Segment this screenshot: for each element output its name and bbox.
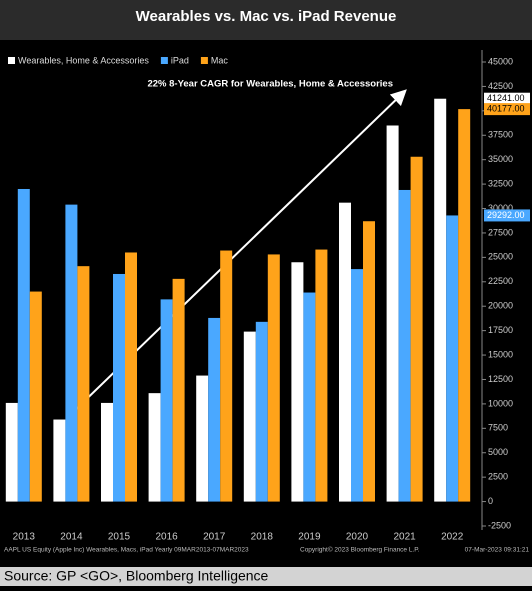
x-tick-label: 2017 — [203, 532, 226, 543]
y-tick-label: 2500 — [488, 472, 508, 482]
x-tick-label: 2018 — [251, 532, 274, 543]
bar — [243, 331, 256, 502]
x-tick-label: 2013 — [13, 532, 36, 543]
x-tick-label: 2014 — [60, 532, 83, 543]
bar — [220, 250, 233, 502]
y-tick-label: 37500 — [488, 130, 513, 140]
bar — [125, 252, 137, 502]
bar — [303, 292, 316, 502]
bar — [148, 393, 161, 502]
value-callout — [484, 92, 530, 105]
bar — [5, 402, 18, 502]
y-tick-label: 15000 — [488, 349, 513, 359]
bar — [339, 202, 351, 502]
value-label: 29292.00 — [487, 210, 525, 220]
x-tick-label: 2019 — [298, 532, 321, 543]
bar — [351, 269, 363, 502]
bar — [172, 278, 185, 502]
value-callout — [484, 103, 530, 116]
x-tick-label: 2020 — [346, 532, 369, 543]
y-tick-label: 27500 — [488, 227, 513, 237]
value-label: 41241.00 — [487, 93, 525, 103]
legend-swatch — [160, 57, 168, 64]
legend-swatch — [200, 57, 208, 64]
y-tick-label: 25000 — [488, 252, 513, 262]
y-tick-label: 10000 — [488, 398, 513, 408]
bar — [17, 188, 30, 502]
bar — [386, 125, 399, 502]
bar — [434, 98, 447, 502]
chart-title: Wearables vs. Mac vs. iPad Revenue — [136, 8, 397, 25]
x-tick-label: 2022 — [441, 532, 464, 543]
bar — [398, 189, 411, 502]
annotation: 22% 8-Year CAGR for Wearables, Home & Ac… — [147, 79, 393, 90]
bar — [208, 317, 221, 502]
y-tick-label: 45000 — [488, 56, 513, 66]
y-tick-label: 5000 — [488, 447, 508, 457]
legend-label: Wearables, Home & Accessories — [18, 55, 149, 65]
bar — [29, 291, 42, 502]
bar — [458, 109, 471, 502]
value-label: 40177.00 — [487, 103, 525, 113]
y-tick-label: -2500 — [488, 520, 511, 530]
bar — [446, 215, 459, 502]
bar — [196, 375, 209, 502]
value-callout — [484, 209, 530, 222]
y-tick-label: 7500 — [488, 423, 508, 433]
bar — [113, 273, 125, 502]
bar — [410, 156, 423, 502]
footer-copyright: Copyright© 2023 Bloomberg Finance L.P. — [300, 546, 420, 554]
bar — [65, 204, 78, 502]
bar — [53, 419, 66, 502]
footer-left: AAPL US Equity (Apple Inc) Wearables, Ma… — [4, 547, 249, 554]
bar — [267, 254, 280, 502]
source: Source: GP <GO>, Bloomberg Intelligence — [4, 568, 269, 584]
legend-label: Mac — [211, 55, 229, 65]
y-tick-label: 32500 — [488, 178, 513, 188]
y-tick-label: 22500 — [488, 276, 513, 286]
bar — [160, 299, 173, 502]
y-tick-label: 20000 — [488, 301, 513, 311]
y-tick-label: 35000 — [488, 154, 513, 164]
title-bar — [0, 0, 532, 40]
footer-date: 07-Mar-2023 09:31:21 — [465, 547, 530, 554]
y-tick-label: 30000 — [488, 203, 513, 213]
legend-label: iPad — [171, 55, 189, 65]
source-bar — [0, 567, 532, 586]
bar — [255, 321, 268, 502]
x-tick-label: 2016 — [155, 532, 178, 543]
legend-swatch — [8, 57, 15, 64]
bar — [101, 402, 113, 502]
y-tick-label: 42500 — [488, 81, 513, 91]
y-tick-label: 0 — [488, 496, 493, 506]
bar — [315, 249, 328, 502]
bar — [291, 262, 304, 502]
y-tick-label: 12500 — [488, 374, 513, 384]
bar — [363, 221, 375, 502]
x-tick-label: 2021 — [393, 532, 416, 543]
x-tick-label: 2015 — [108, 532, 131, 543]
bar — [77, 266, 90, 502]
y-tick-label: 17500 — [488, 325, 513, 335]
